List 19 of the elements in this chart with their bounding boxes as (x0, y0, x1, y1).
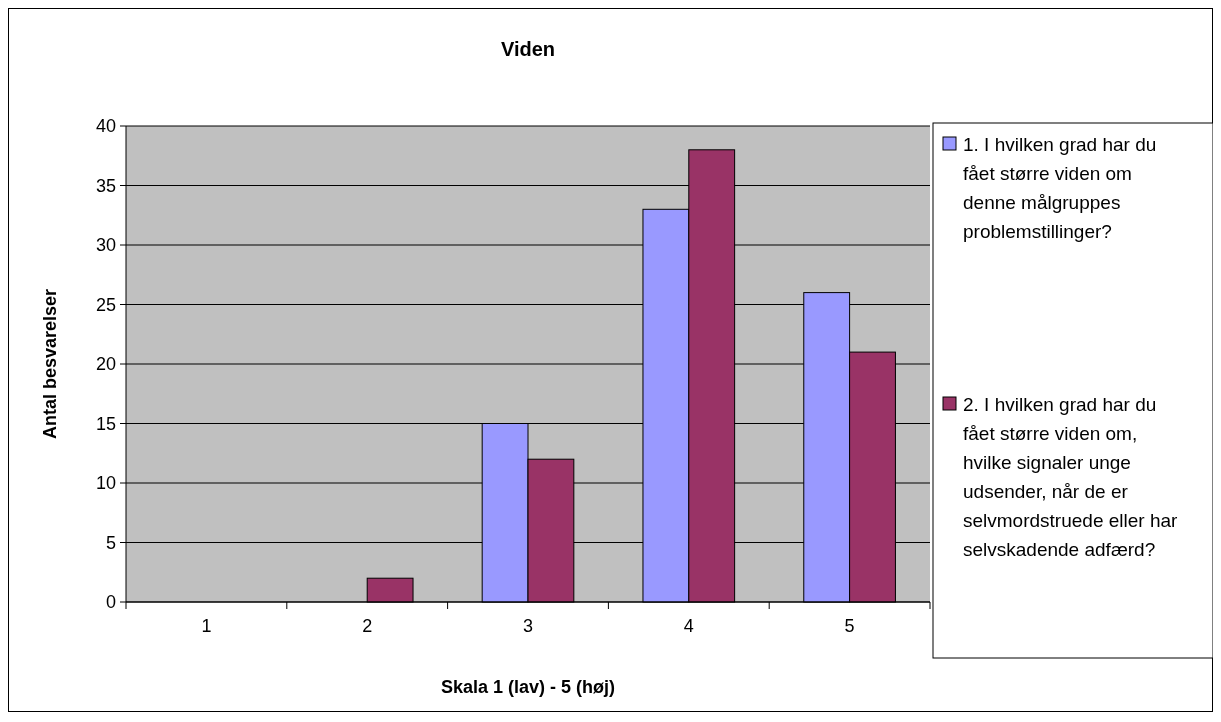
y-tick-label: 15 (95, 413, 116, 434)
y-axis-title: Antal besvarelser (40, 288, 60, 440)
y-tick-label: 0 (105, 592, 116, 613)
x-tick-label: 1 (201, 616, 212, 636)
x-tick-label: 5 (844, 616, 855, 636)
y-tick-label: 10 (95, 473, 116, 494)
x-tick-label: 3 (522, 616, 534, 636)
legend-label: 2. I hvilken grad har du fået større viden om, hvilke signaler unge udsender, når de er selvmordstruede eller har selvskadende adfærd? (963, 394, 1179, 560)
chart-title: Viden (500, 38, 556, 60)
y-tick-label: 25 (95, 294, 116, 315)
y-tick-label: 5 (105, 532, 116, 553)
y-tick-label: 40 (95, 116, 116, 137)
x-tick-label: 2 (362, 616, 373, 636)
x-tick-label: 4 (683, 616, 694, 636)
y-tick-label: 35 (95, 175, 116, 196)
y-tick-label: 30 (95, 235, 116, 256)
y-tick-label: 20 (95, 354, 116, 375)
x-axis-title: Skala 1 (lav) - 5 (høj) (440, 677, 616, 697)
legend-label: 1. I hvilken grad har du fået større viden om denne målgruppes problemstillinger? (963, 134, 1157, 242)
